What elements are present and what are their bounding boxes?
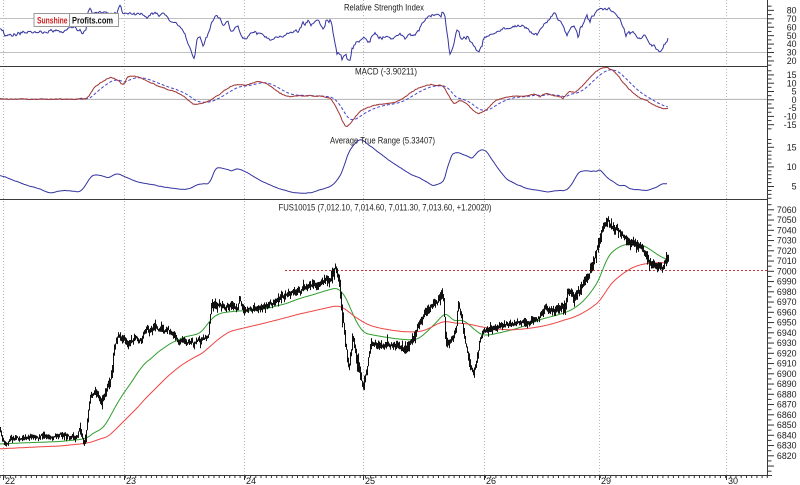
svg-text:7060: 7060 xyxy=(777,205,797,215)
svg-text:6840: 6840 xyxy=(777,430,797,440)
svg-text:5: 5 xyxy=(792,87,797,97)
svg-text:40: 40 xyxy=(787,39,797,49)
svg-text:50: 50 xyxy=(787,31,797,41)
svg-text:30: 30 xyxy=(787,48,797,58)
svg-text:Profits.com: Profits.com xyxy=(72,15,113,25)
svg-text:6870: 6870 xyxy=(777,400,797,410)
svg-text:6850: 6850 xyxy=(777,420,797,430)
svg-text:6960: 6960 xyxy=(777,307,797,317)
svg-text:7010: 7010 xyxy=(777,256,797,266)
svg-text:24: 24 xyxy=(246,476,256,485)
svg-text:6970: 6970 xyxy=(777,297,797,307)
svg-text:22: 22 xyxy=(5,476,15,485)
svg-text:7050: 7050 xyxy=(777,215,797,225)
svg-text:80: 80 xyxy=(787,6,797,16)
svg-text:25: 25 xyxy=(365,476,375,485)
svg-text:20: 20 xyxy=(787,56,797,66)
svg-text:Sunshine: Sunshine xyxy=(37,15,68,25)
svg-text:6900: 6900 xyxy=(777,369,797,379)
svg-text:FUS10015 (7,012.10, 7,014.60,: FUS10015 (7,012.10, 7,014.60, 7,011.30, … xyxy=(279,203,492,213)
svg-text:7040: 7040 xyxy=(777,225,797,235)
svg-text:7000: 7000 xyxy=(777,266,797,276)
svg-text:6930: 6930 xyxy=(777,338,797,348)
svg-text:-5: -5 xyxy=(789,103,797,113)
svg-text:26: 26 xyxy=(486,476,496,485)
svg-text:Average True Range (5.33407): Average True Range (5.33407) xyxy=(330,136,435,146)
svg-text:60: 60 xyxy=(787,22,797,32)
svg-text:6950: 6950 xyxy=(777,318,797,328)
svg-text:6880: 6880 xyxy=(777,389,797,399)
svg-text:-10: -10 xyxy=(784,112,797,122)
svg-text:70: 70 xyxy=(787,14,797,24)
svg-text:30: 30 xyxy=(728,476,738,485)
svg-text:15: 15 xyxy=(787,70,797,80)
svg-text:10: 10 xyxy=(787,162,797,172)
svg-text:6860: 6860 xyxy=(777,410,797,420)
svg-text:23: 23 xyxy=(126,476,136,485)
svg-text:6980: 6980 xyxy=(777,287,797,297)
svg-text:MACD (-3.90211): MACD (-3.90211) xyxy=(355,67,417,77)
svg-text:6890: 6890 xyxy=(777,379,797,389)
svg-text:7020: 7020 xyxy=(777,246,797,256)
svg-text:6830: 6830 xyxy=(777,441,797,451)
svg-text:6910: 6910 xyxy=(777,359,797,369)
svg-text:7030: 7030 xyxy=(777,236,797,246)
svg-text:6990: 6990 xyxy=(777,277,797,287)
svg-text:Relative Strength Index: Relative Strength Index xyxy=(344,3,424,13)
svg-text:5: 5 xyxy=(792,182,797,192)
svg-text:6920: 6920 xyxy=(777,348,797,358)
svg-text:6820: 6820 xyxy=(777,451,797,461)
svg-text:10: 10 xyxy=(787,78,797,88)
svg-text:0: 0 xyxy=(792,95,797,105)
svg-text:15: 15 xyxy=(787,142,797,152)
svg-text:-15: -15 xyxy=(784,120,797,130)
svg-text:29: 29 xyxy=(601,476,611,485)
svg-text:6940: 6940 xyxy=(777,328,797,338)
